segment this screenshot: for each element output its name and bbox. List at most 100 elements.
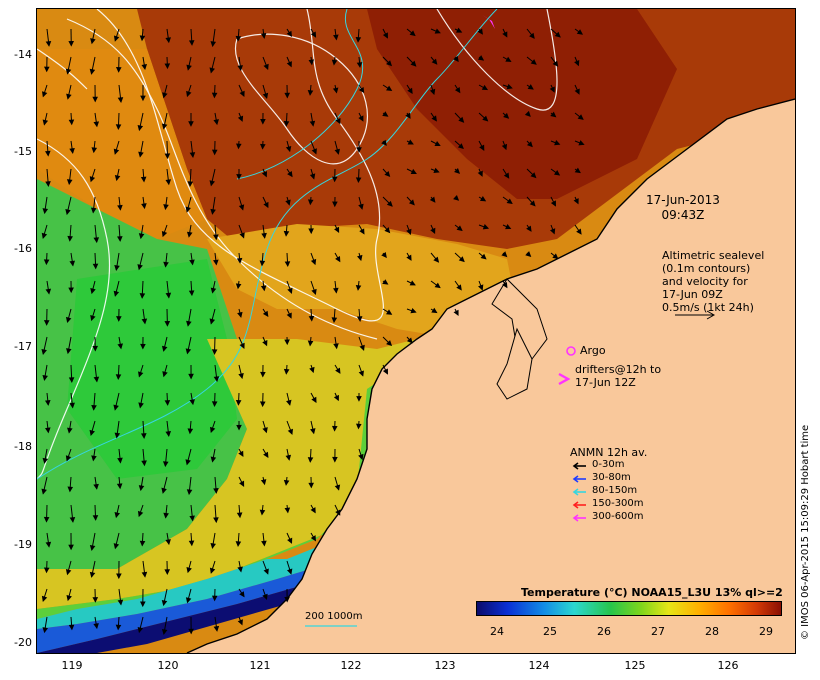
- velocity-arrow-head: [331, 425, 338, 432]
- velocity-arrow-head: [262, 310, 269, 317]
- velocity-arrow-head: [355, 423, 362, 430]
- velocity-arrow-head: [576, 29, 584, 35]
- velocity-arrow-head: [65, 569, 72, 576]
- velocity-arrow-head: [309, 173, 316, 180]
- velocity-arrow-head: [189, 515, 195, 522]
- velocity-arrow-head: [117, 599, 124, 606]
- velocity-arrow-head: [259, 509, 266, 516]
- velocity-arrow-head: [213, 234, 219, 241]
- velocity-arrow-head: [45, 150, 51, 157]
- velocity-arrow-head: [331, 176, 338, 183]
- velocity-arrow-head: [357, 254, 363, 262]
- velocity-arrow-head: [42, 627, 49, 634]
- velocity-arrow-head: [115, 124, 122, 131]
- yellow-patch-mid: [207, 224, 517, 339]
- velocity-arrow-head: [89, 68, 96, 75]
- altimetry-line: (0.1m contours): [662, 262, 751, 275]
- velocity-arrow-head: [138, 485, 145, 492]
- velocity-arrow-head: [553, 170, 561, 176]
- velocity-arrow-head: [335, 367, 341, 374]
- velocity-arrow-head: [235, 283, 242, 290]
- velocity-arrow-head: [165, 37, 171, 44]
- velocity-arrow-head: [355, 177, 362, 184]
- velocity-arrow-head: [92, 345, 99, 352]
- velocity-arrow-head: [356, 147, 362, 153]
- velocity-arrow-head: [161, 599, 168, 607]
- velocity-arrow-head: [358, 453, 364, 461]
- velocity-arrow-head: [44, 400, 51, 406]
- velocity-arrow-head: [286, 399, 292, 406]
- velocity-arrow-head: [502, 281, 508, 289]
- velocity-arrow-head: [406, 337, 413, 344]
- velocity-arrow-head: [186, 566, 192, 574]
- velocity-arrow-head: [286, 568, 293, 575]
- velocity-arrow-head: [187, 181, 194, 188]
- anmn-legend-item: 30-80m: [592, 472, 631, 483]
- velocity-arrow-head: [210, 287, 217, 294]
- velocity-arrow-head: [189, 259, 195, 266]
- velocity-arrow-head: [188, 628, 194, 635]
- velocity-arrow-head: [239, 342, 245, 349]
- velocity-arrow-head: [237, 566, 243, 573]
- velocity-arrow-head: [45, 40, 52, 47]
- velocity-arrow-head: [161, 628, 168, 635]
- lat-tick: -20: [14, 636, 32, 649]
- velocity-arrow-head: [188, 540, 195, 547]
- velocity-arrow-head: [405, 112, 411, 119]
- velocity-arrow-head: [141, 571, 148, 578]
- velocity-arrow-head: [89, 571, 96, 578]
- velocity-arrow-head: [189, 152, 196, 159]
- velocity-arrow-head: [186, 90, 192, 98]
- velocity-arrow-head: [163, 261, 169, 268]
- velocity-arrow-head: [356, 62, 363, 69]
- velocity-arrow-head: [458, 116, 465, 123]
- velocity-arrow-head: [211, 349, 218, 355]
- velocity-arrow-head: [185, 597, 192, 604]
- velocity-arrow-head: [213, 119, 219, 126]
- velocity-arrow-head: [65, 316, 72, 324]
- velocity-arrow-head: [333, 287, 339, 294]
- velocity-arrow-head: [261, 171, 268, 178]
- velocity-arrow-head: [211, 92, 218, 99]
- velocity-arrow-head: [113, 290, 120, 297]
- velocity-arrow-head: [431, 58, 438, 65]
- velocity-arrow-head: [187, 428, 194, 435]
- velocity-arrow-head: [308, 482, 314, 489]
- velocity-arrow-head: [91, 404, 97, 411]
- velocity-arrow-head: [239, 480, 245, 487]
- velocity-arrow-head: [165, 539, 171, 546]
- velocity-arrow-head: [117, 343, 123, 350]
- velocity-arrow-head: [335, 256, 341, 263]
- velocity-arrow-head: [237, 311, 243, 318]
- velocity-arrow-head: [574, 59, 580, 67]
- velocity-arrow-head: [165, 179, 172, 186]
- altimetry-line: 17-Jun 09Z: [662, 288, 723, 301]
- velocity-arrow-head: [66, 348, 72, 355]
- velocity-arrow-head: [574, 88, 580, 95]
- velocity-arrow-head: [310, 428, 316, 435]
- velocity-arrow-head: [239, 591, 245, 598]
- velocity-arrow-head: [311, 148, 317, 155]
- velocity-arrow-head: [381, 251, 387, 259]
- velocity-arrow-head: [552, 60, 559, 67]
- velocity-arrow-head: [65, 455, 72, 462]
- velocity-arrow-head: [89, 429, 95, 437]
- velocity-arrow-head: [260, 143, 266, 150]
- lat-tick: -14: [14, 48, 32, 61]
- velocity-arrow-head: [355, 284, 362, 291]
- velocity-arrow-head: [236, 424, 242, 431]
- velocity-arrow-head: [308, 59, 315, 66]
- coastline: [186, 98, 795, 653]
- velocity-arrow-head: [382, 111, 389, 117]
- velocity-arrow-head: [114, 512, 120, 519]
- velocity-arrow-head: [189, 399, 195, 406]
- velocity-arrow-head: [308, 228, 314, 235]
- lon-tick: 122: [340, 659, 362, 672]
- velocity-arrow-head: [259, 260, 266, 267]
- velocity-arrow-head: [549, 86, 555, 93]
- velocity-arrow-head: [139, 540, 146, 547]
- lat-tick: -18: [14, 440, 32, 453]
- velocity-arrow-head: [113, 543, 120, 550]
- velocity-arrow-head: [333, 34, 339, 41]
- velocity-arrow-head: [573, 198, 579, 205]
